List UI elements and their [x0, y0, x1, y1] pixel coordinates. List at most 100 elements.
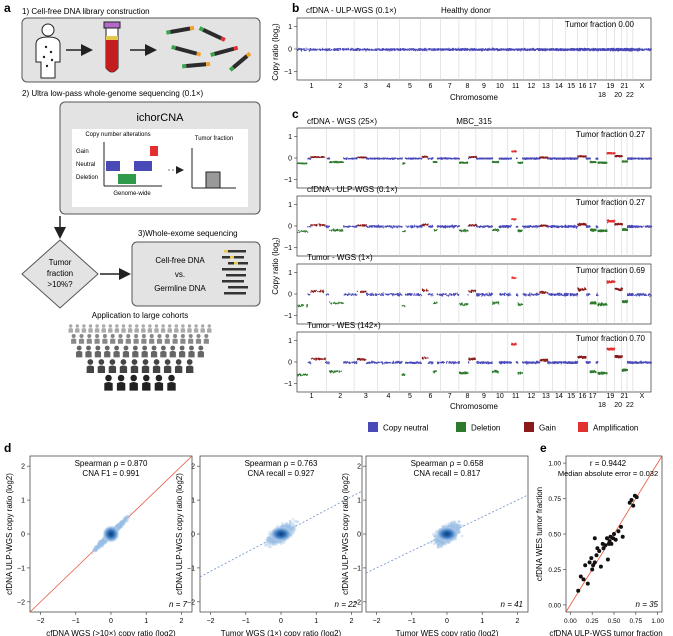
- ichor-inner: [72, 129, 248, 207]
- panel-b: b cfDNA - ULP-WGS (0.1×) Healthy donor 1…: [271, 1, 652, 102]
- copy-ratio-point: [327, 158, 329, 160]
- copy-ratio-point: [302, 163, 304, 165]
- copy-ratio-point: [308, 50, 310, 52]
- copy-ratio-point: [617, 155, 619, 157]
- copy-ratio-point: [346, 48, 348, 50]
- copy-ratio-point: [463, 48, 465, 50]
- copy-ratio-point: [615, 155, 617, 157]
- person-icon: [180, 324, 186, 333]
- copy-ratio-point: [606, 49, 608, 51]
- copy-ratio-point: [566, 157, 568, 159]
- copy-ratio-point: [494, 161, 496, 163]
- copy-ratio-point: [589, 162, 591, 164]
- copy-ratio-point: [391, 48, 393, 50]
- copy-ratio-point: [452, 47, 454, 49]
- copy-ratio-point: [493, 47, 495, 49]
- chromosome-label-19: 19: [607, 83, 615, 90]
- copy-ratio-point: [544, 50, 546, 52]
- copy-ratio-point: [571, 48, 573, 50]
- copy-ratio-point: [577, 49, 579, 51]
- chromosome-label-14: 14: [555, 83, 563, 90]
- copy-ratio-point: [534, 158, 536, 160]
- copy-ratio-point: [377, 49, 379, 51]
- copy-ratio-point: [299, 48, 301, 50]
- copy-ratio-point: [329, 161, 331, 163]
- copy-ratio-point: [495, 48, 497, 50]
- copy-ratio-point: [495, 49, 497, 51]
- copy-ratio-point: [345, 48, 347, 50]
- copy-ratio-point: [460, 49, 462, 51]
- copy-ratio-point: [593, 161, 595, 163]
- copy-ratio-point: [528, 50, 530, 52]
- copy-ratio-point: [539, 156, 541, 158]
- copy-ratio-point: [300, 48, 302, 50]
- copy-ratio-point: [492, 160, 494, 162]
- copy-ratio-point: [596, 49, 598, 51]
- copy-ratio-point: [631, 50, 633, 52]
- copy-ratio-point: [393, 158, 395, 160]
- copy-ratio-point: [318, 49, 320, 51]
- y-tick-label: 0: [288, 224, 292, 231]
- copy-ratio-point: [475, 49, 477, 51]
- copy-ratio-point: [581, 48, 583, 50]
- copy-ratio-point: [312, 156, 314, 158]
- copy-ratio-point: [616, 49, 618, 51]
- copy-ratio-point: [649, 49, 651, 51]
- copy-ratio-point: [611, 49, 613, 51]
- copy-ratio-point: [552, 48, 554, 50]
- copy-ratio-point: [316, 49, 318, 51]
- copy-ratio-point: [436, 48, 438, 50]
- copy-ratio-point: [504, 49, 506, 51]
- copy-ratio-point: [608, 152, 610, 154]
- copy-ratio-point: [462, 49, 464, 51]
- copy-ratio-point: [614, 152, 616, 154]
- copy-ratio-point: [447, 49, 449, 51]
- copy-ratio-point: [480, 48, 482, 50]
- copy-ratio-point: [365, 48, 367, 50]
- copy-ratio-point: [357, 49, 359, 51]
- copy-ratio-point: [352, 48, 354, 50]
- copy-ratio-point: [417, 48, 419, 50]
- person-icon: [94, 345, 101, 358]
- copy-ratio-point: [510, 157, 512, 159]
- copy-ratio-point: [638, 49, 640, 51]
- copy-ratio-point: [536, 48, 538, 50]
- person-icon: [172, 333, 178, 344]
- copy-ratio-point: [428, 49, 430, 51]
- copy-ratio-point: [633, 48, 635, 50]
- copy-ratio-point: [647, 49, 649, 51]
- copy-ratio-point: [500, 158, 502, 160]
- person-icon: [81, 324, 87, 333]
- person-icon: [116, 374, 126, 391]
- copy-ratio-point: [353, 49, 355, 51]
- copy-ratio-point: [350, 49, 352, 51]
- copy-ratio-point: [305, 162, 307, 164]
- copy-ratio-point: [508, 49, 510, 51]
- copy-ratio-point: [334, 160, 336, 162]
- copy-ratio-point: [365, 156, 367, 158]
- copy-ratio-point: [418, 48, 420, 50]
- copy-ratio-point: [480, 49, 482, 51]
- copy-ratio-point: [396, 48, 398, 50]
- copy-ratio-point: [585, 49, 587, 51]
- copy-ratio-point: [553, 49, 555, 51]
- copy-ratio-point: [438, 158, 440, 160]
- copy-ratio-point: [444, 49, 446, 51]
- copy-ratio-point: [388, 157, 390, 159]
- person-icon: [186, 359, 194, 374]
- copy-ratio-point: [520, 48, 522, 50]
- copy-ratio-point: [473, 49, 475, 51]
- copy-ratio-point: [511, 49, 513, 51]
- copy-ratio-point: [489, 158, 491, 160]
- copy-ratio-point: [600, 162, 602, 164]
- copy-ratio-point: [642, 49, 644, 51]
- copy-ratio-point: [351, 47, 353, 49]
- copy-ratio-point: [414, 157, 416, 159]
- copy-ratio-point: [551, 158, 553, 160]
- copy-ratio-point: [622, 49, 624, 51]
- copy-ratio-point: [515, 48, 517, 50]
- chromosome-label-22: 22: [626, 92, 634, 99]
- copy-ratio-point: [612, 47, 614, 49]
- copy-ratio-point: [645, 48, 647, 50]
